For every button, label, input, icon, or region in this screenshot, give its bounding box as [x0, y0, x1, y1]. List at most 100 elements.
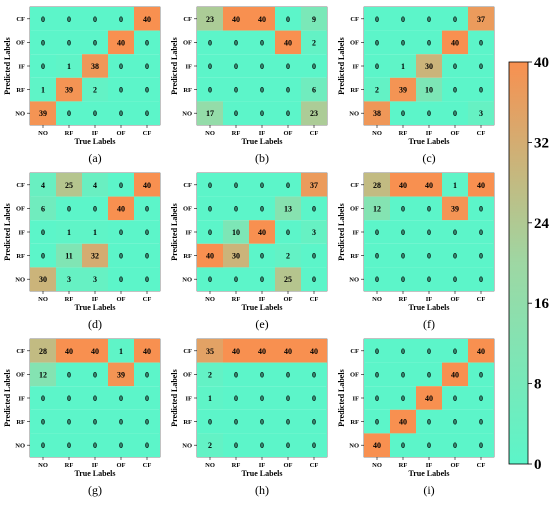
cell-value-label: 0 [375, 15, 379, 24]
cell-value-label: 0 [286, 15, 290, 24]
x-axis-label: True Labels [242, 137, 283, 146]
cell-value-label: 0 [234, 394, 238, 403]
cell-value-label: 0 [375, 275, 379, 284]
cell-value-label: 0 [375, 252, 379, 261]
matrix-cell [197, 339, 223, 363]
cell-value-label: 0 [427, 204, 431, 213]
cell-value-label: 0 [145, 86, 149, 95]
x-tick-label: IF [92, 462, 99, 469]
matrix-cell [30, 339, 56, 363]
matrix-cell [468, 409, 494, 434]
matrix-cell [275, 267, 301, 291]
matrix-cell [390, 243, 416, 268]
matrix-cell [249, 77, 275, 102]
cell-value-label: 0 [145, 38, 149, 47]
y-tick-label: RF [350, 419, 359, 426]
y-tick-label: CF [350, 16, 359, 23]
matrix-cell [364, 77, 390, 102]
x-tick-label: CF [477, 462, 486, 469]
matrix-cell [56, 7, 82, 31]
cell-value-label: 0 [234, 418, 238, 427]
cell-value-label: 0 [312, 275, 316, 284]
x-tick-label: NO [372, 462, 382, 469]
matrix-cell [249, 30, 275, 55]
y-tick-label: IF [353, 395, 360, 402]
matrix-cell [364, 54, 390, 78]
cell-value-label: 0 [453, 62, 457, 71]
cell-value-label: 0 [427, 347, 431, 356]
matrix-cell [134, 409, 160, 434]
y-tick-label: NO [15, 443, 25, 450]
matrix-cell [390, 386, 416, 410]
cell-value-label: 0 [479, 441, 483, 450]
cell-value-label: 40 [232, 347, 240, 356]
matrix-cell [134, 386, 160, 410]
cell-value-label: 0 [453, 347, 457, 356]
y-tick-label: RF [16, 87, 25, 94]
x-tick-label: OF [116, 462, 125, 469]
y-tick-label: IF [353, 63, 360, 70]
x-tick-label: OF [450, 462, 459, 469]
cell-value-label: 0 [453, 86, 457, 95]
cell-value-label: 0 [67, 38, 71, 47]
matrix-cell [390, 101, 416, 125]
x-tick-label: OF [283, 296, 292, 303]
panel-caption: (g) [88, 483, 102, 497]
x-tick-label: NO [205, 462, 215, 469]
y-axis-label: Predicted Labels [3, 203, 12, 260]
matrix-cell [275, 243, 301, 268]
cell-value-label: 0 [208, 86, 212, 95]
cell-value-label: 0 [93, 394, 97, 403]
matrix-cell [82, 409, 108, 434]
x-tick-label: NO [205, 130, 215, 137]
matrix-cell [82, 77, 108, 102]
cell-value-label: 0 [93, 204, 97, 213]
matrix-cell [364, 433, 390, 457]
cell-value-label: 0 [286, 418, 290, 427]
matrix-cell [390, 173, 416, 197]
cell-value-label: 0 [375, 418, 379, 427]
matrix-cell [56, 433, 82, 457]
cell-value-label: 1 [453, 181, 457, 190]
cell-value-label: 1 [401, 62, 405, 71]
cell-value-label: 0 [119, 86, 123, 95]
matrix-cell [82, 386, 108, 410]
cell-value-label: 0 [312, 370, 316, 379]
matrix-cell [364, 7, 390, 31]
x-tick-label: CF [143, 130, 152, 137]
confusion-matrix-panel: 4 25 4 0 406 0 0 40 00 1 1 0 00 11 32 0 030 3 3 0 0CFOFIFRFN… [3, 172, 161, 331]
cell-value-label: 0 [427, 275, 431, 284]
cell-value-label: 28 [39, 347, 47, 356]
cell-value-label: 0 [453, 109, 457, 118]
matrix-cell [223, 196, 249, 221]
confusion-matrix-panel: 28 40 40 1 40 12 0 0 39 0 0 0 0 0 0 0 0 0 0 0 0 0 0 0 0 CF OF IF RF N… [3, 338, 161, 497]
y-tick-label: IF [186, 229, 193, 236]
matrix-cell [442, 220, 468, 244]
panel-caption: (d) [88, 317, 102, 331]
matrix-cell [364, 220, 390, 244]
matrix-cell [223, 30, 249, 55]
cell-value-label: 0 [67, 394, 71, 403]
matrix-cell [301, 7, 327, 31]
cell-value-label: 0 [67, 418, 71, 427]
cell-value-label: 0 [119, 62, 123, 71]
matrix-cell [82, 54, 108, 78]
matrix-cell [249, 54, 275, 78]
matrix-cell [56, 362, 82, 387]
matrix-cell [275, 339, 301, 363]
cell-value-label: 0 [427, 228, 431, 237]
matrix-cell [390, 77, 416, 102]
x-axis-label: True Labels [242, 469, 283, 478]
panel-caption: (h) [255, 483, 269, 497]
matrix-cell [134, 267, 160, 291]
panels-group: 0 0 0 0 400 0 0 40 00 1 38 0 01 39 2 0 039 0 0 0 0CFOFIFRFNO… [3, 6, 495, 497]
matrix-cell [134, 220, 160, 244]
cell-value-label: 40 [451, 370, 459, 379]
matrix-cell [249, 267, 275, 291]
cell-value-label: 39 [65, 86, 73, 95]
matrix-cell [390, 7, 416, 31]
cell-value-label: 0 [67, 109, 71, 118]
matrix-cell [416, 30, 442, 55]
x-tick-label: IF [259, 462, 266, 469]
cell-value-label: 38 [91, 62, 99, 71]
